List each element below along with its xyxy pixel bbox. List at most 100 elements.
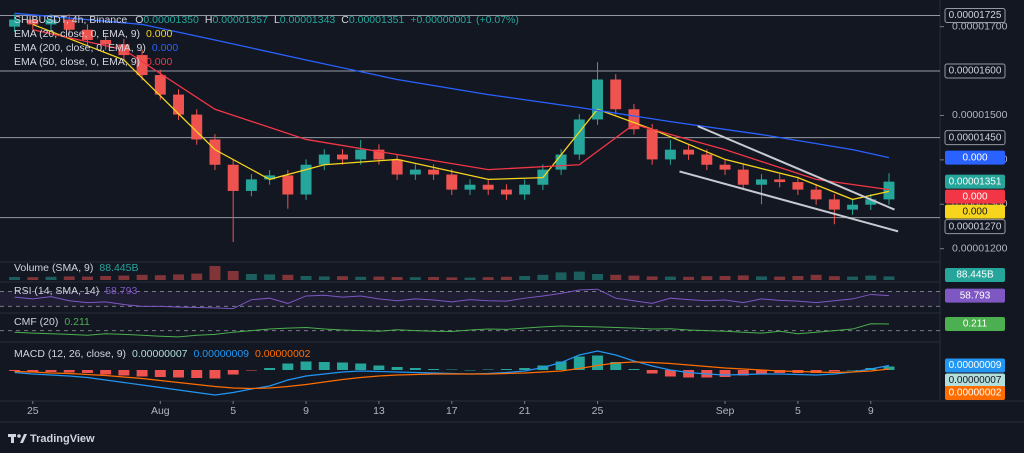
volume-bar xyxy=(664,276,676,280)
macd-histogram-bar xyxy=(45,370,57,372)
x-tick-label: 9 xyxy=(868,405,874,417)
volume-bar xyxy=(27,277,39,280)
volume-bar xyxy=(373,276,385,280)
volume-bar xyxy=(81,276,93,280)
header-text: C xyxy=(341,14,349,26)
indicator-legend: 0.000 xyxy=(146,28,172,40)
candle-body xyxy=(828,199,840,210)
indicator-line xyxy=(14,288,890,310)
brand-name: TradingView xyxy=(30,433,95,445)
logo-part xyxy=(11,434,14,443)
candle-body xyxy=(337,154,348,160)
candle-body xyxy=(500,189,512,195)
last-price-label: 0.00001351 xyxy=(949,176,1002,187)
volume-bar xyxy=(774,276,786,280)
trendline xyxy=(679,170,899,233)
macd-histogram-bar xyxy=(118,370,130,376)
macd-histogram-bar xyxy=(227,370,239,375)
x-tick-label: 17 xyxy=(446,405,458,417)
volume-bar xyxy=(355,276,367,280)
level-label-box xyxy=(944,219,1006,235)
candle-body xyxy=(756,179,767,185)
ema-line xyxy=(14,12,890,159)
candle-body xyxy=(191,114,203,140)
volume-bar xyxy=(118,275,130,280)
macd-histogram-bar xyxy=(209,370,221,379)
header-text: SHIBUSDT, 4h, Binance xyxy=(14,14,127,26)
macd-histogram-bar xyxy=(847,370,859,371)
indicator-legend: 0.00000007 xyxy=(132,348,188,360)
x-tick-label: Aug xyxy=(151,405,170,417)
indicator-legend: 0.211 xyxy=(64,316,90,328)
header-text: H xyxy=(205,14,213,26)
header-text: +0.00000001 xyxy=(410,14,472,26)
x-tick-label: 5 xyxy=(230,405,236,417)
macd-histogram-bar xyxy=(573,356,585,370)
header-text: 0.00001350 xyxy=(143,14,199,26)
volume-bar xyxy=(482,277,494,280)
volume-bar xyxy=(264,274,276,280)
macd-histogram-bar xyxy=(428,369,440,370)
macd-histogram-bar xyxy=(756,370,767,374)
candle-body xyxy=(847,204,859,210)
volume-bar xyxy=(537,274,549,280)
macd-histogram-bar xyxy=(683,370,695,378)
ema-value-label: 0.000 xyxy=(962,152,987,163)
candle-body xyxy=(100,39,112,45)
macd-histogram-bar xyxy=(500,369,512,370)
candle-body xyxy=(810,189,822,200)
volume-bar xyxy=(719,276,731,280)
volume-bar xyxy=(628,275,640,280)
macd-histogram-bar xyxy=(482,369,494,370)
indicator-legend: 88.445B xyxy=(99,262,138,274)
volume-bar xyxy=(245,274,257,280)
volume-bar xyxy=(500,276,512,280)
macd-histogram-bar xyxy=(464,370,476,371)
level-label: 0.00001600 xyxy=(949,66,1002,77)
candle-body xyxy=(409,169,421,175)
candle-body xyxy=(318,154,330,165)
header-text: 0.00001357 xyxy=(212,14,268,26)
x-tick-label: 25 xyxy=(27,405,39,417)
macd-histogram-bar xyxy=(409,368,421,370)
volume-bar xyxy=(63,276,75,280)
volume-bar xyxy=(136,274,148,280)
macd-value-label: 0.00000009 xyxy=(949,360,1002,371)
level-label: 0.00001725 xyxy=(949,10,1002,21)
candle-body xyxy=(664,149,676,160)
ema-value-label: 0.000 xyxy=(962,191,987,202)
volume-bar xyxy=(792,276,804,280)
candle-body xyxy=(792,182,804,190)
macd-histogram-bar xyxy=(664,370,676,377)
macd-histogram-bar xyxy=(628,369,640,370)
volume-bar xyxy=(573,271,585,280)
candle-body xyxy=(446,174,458,190)
macd-histogram-bar xyxy=(719,370,731,377)
macd-value-label-box xyxy=(945,358,1005,373)
last-price-label-box xyxy=(945,174,1005,189)
x-tick-label: 25 xyxy=(592,405,604,417)
volume-bar xyxy=(592,274,603,280)
candle-body xyxy=(482,184,494,190)
macd-histogram-bar xyxy=(610,362,622,370)
level-band xyxy=(0,291,940,307)
x-tick-label: 13 xyxy=(373,405,385,417)
macd-histogram-bar xyxy=(9,370,21,371)
y-tick-label: 0.00001500 xyxy=(952,109,1008,121)
macd-histogram-bar xyxy=(555,361,567,370)
ema-line xyxy=(32,23,890,201)
candle-body xyxy=(355,149,367,160)
volume-bar xyxy=(828,276,840,280)
header-text: O xyxy=(135,14,143,26)
indicator-value-label-box xyxy=(945,288,1005,303)
indicator-legend: 0.00000002 xyxy=(255,348,311,360)
candle-body xyxy=(209,139,221,165)
header-text: 0.00001343 xyxy=(280,14,336,26)
volume-bar xyxy=(610,274,622,280)
macd-histogram-bar xyxy=(154,370,166,377)
level-label-box xyxy=(944,8,1006,24)
volume-bar xyxy=(756,276,767,280)
level-label: 0.00001450 xyxy=(949,132,1002,143)
volume-bar xyxy=(701,276,713,280)
